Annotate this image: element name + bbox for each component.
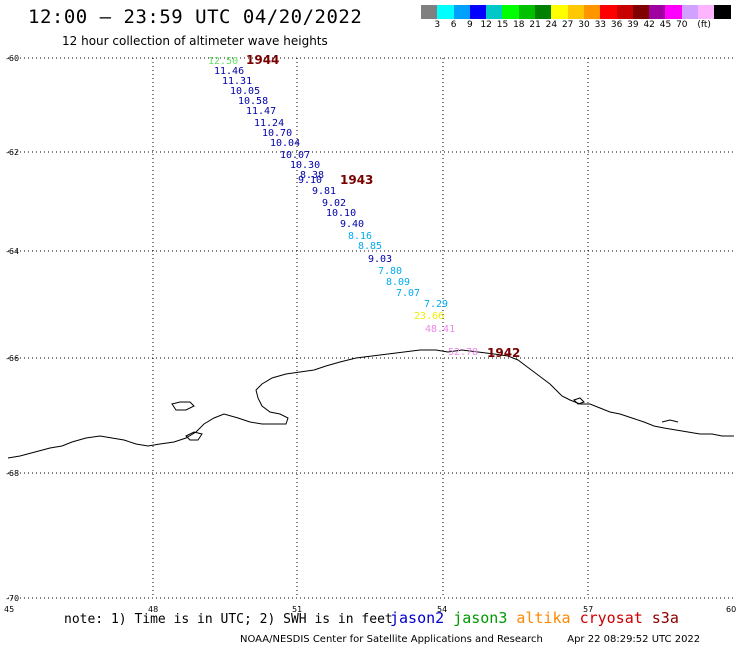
color-swatch bbox=[437, 5, 454, 19]
color-swatch bbox=[469, 5, 487, 19]
pass-label: 1944 bbox=[246, 53, 279, 67]
color-swatch bbox=[518, 5, 536, 19]
scale-label: 45 bbox=[659, 20, 672, 30]
scale-label: 27 bbox=[561, 20, 574, 30]
lon-label: 54 bbox=[437, 605, 447, 614]
wave-height-reading: 10.05 bbox=[230, 86, 260, 97]
scale-label: 3 bbox=[434, 20, 441, 30]
wave-height-reading: 11.47 bbox=[246, 106, 276, 117]
pass-label: 1942 bbox=[487, 346, 520, 360]
wave-height-reading: 48.41 bbox=[425, 324, 455, 335]
color-swatch bbox=[649, 5, 666, 19]
wave-height-reading: 7.80 bbox=[378, 266, 402, 277]
scale-label: (ft) bbox=[697, 20, 711, 30]
wave-height-reading: 23.66 bbox=[414, 311, 444, 322]
satellite-legend: jason2 jason3 altika cryosat s3a bbox=[390, 609, 688, 627]
scale-label: 70 bbox=[676, 20, 688, 30]
wave-height-reading: 7.29 bbox=[424, 299, 448, 310]
wave-height-reading: 8.09 bbox=[386, 277, 410, 288]
color-swatch bbox=[600, 5, 617, 19]
wave-height-reading: 8.38 bbox=[300, 170, 324, 181]
color-swatch bbox=[583, 5, 601, 19]
scale-label: 18 bbox=[513, 20, 525, 30]
wave-height-reading: 9.02 bbox=[322, 198, 346, 209]
satellite-legend-item: jason3 bbox=[453, 609, 508, 627]
scale-label: 30 bbox=[578, 20, 590, 30]
color-swatch bbox=[486, 5, 503, 19]
satellite-legend-item: jason2 bbox=[390, 609, 445, 627]
lat-label: -68 bbox=[6, 469, 19, 478]
scale-label: 9 bbox=[467, 20, 473, 30]
wave-height-reading: 10.58 bbox=[238, 96, 268, 107]
wave-height-reading: 10.07 bbox=[280, 150, 310, 161]
generated-timestamp: Apr 22 08:29:52 UTC 2022 bbox=[567, 634, 701, 645]
lon-label: 60 bbox=[726, 605, 736, 614]
satellite-legend-item: cryosat bbox=[579, 609, 643, 627]
lat-label: -64 bbox=[6, 247, 19, 256]
wave-height-reading: 11.24 bbox=[254, 118, 284, 129]
color-swatch bbox=[502, 5, 519, 19]
color-scale-legend bbox=[421, 5, 731, 19]
pass-labels: 1944 1943 1942 bbox=[246, 53, 520, 360]
credit-text: NOAA/NESDIS Center for Satellite Applica… bbox=[240, 634, 543, 645]
lon-label: 57 bbox=[583, 605, 593, 614]
lat-label: -66 bbox=[6, 354, 19, 363]
color-swatch bbox=[421, 5, 438, 19]
color-swatch bbox=[535, 5, 552, 19]
satellite-legend-item: altika bbox=[516, 609, 571, 627]
map-title: 12:00 – 23:59 UTC 04/20/2022 bbox=[28, 6, 363, 28]
scale-label: 33 bbox=[594, 20, 607, 30]
wave-height-reading: 9.40 bbox=[340, 219, 364, 230]
color-swatch bbox=[665, 5, 682, 19]
color-swatch bbox=[714, 5, 731, 19]
latitude-labels: -60 -62 -64 -66 -68 -70 bbox=[6, 54, 19, 603]
color-swatch bbox=[698, 5, 715, 19]
color-swatch bbox=[681, 5, 699, 19]
longitude-labels: 45 48 51 54 57 60 bbox=[4, 605, 736, 614]
color-swatch bbox=[616, 5, 633, 19]
wave-height-reading: 9.03 bbox=[368, 254, 392, 265]
wave-height-reading: 10.70 bbox=[262, 128, 292, 139]
satellite-legend-item: s3a bbox=[651, 609, 679, 627]
color-swatch bbox=[551, 5, 568, 19]
wave-height-reading: 11.46 bbox=[214, 66, 244, 77]
scale-label: 21 bbox=[529, 20, 541, 30]
wave-height-reading: 8.85 bbox=[358, 241, 382, 252]
wave-height-track: 12.5011.4611.3110.0510.5811.4711.2410.70… bbox=[208, 56, 478, 358]
units-note: note: 1) Time is in UTC; 2) SWH is in fe… bbox=[64, 612, 393, 627]
coastline bbox=[7, 349, 734, 459]
scale-label: 24 bbox=[545, 20, 558, 30]
scale-label: 39 bbox=[627, 20, 639, 30]
wave-height-reading: 12.50 bbox=[208, 56, 238, 67]
lon-label: 48 bbox=[148, 605, 158, 614]
scale-label: 12 bbox=[480, 20, 492, 30]
lat-lon-grid bbox=[8, 57, 734, 599]
footer-credit: NOAA/NESDIS Center for Satellite Applica… bbox=[240, 634, 700, 645]
color-swatch bbox=[567, 5, 584, 19]
lat-label: -62 bbox=[6, 148, 19, 157]
wave-height-reading: 9.81 bbox=[312, 186, 336, 197]
pass-label: 1943 bbox=[340, 173, 373, 187]
wave-height-reading: 11.31 bbox=[222, 76, 252, 87]
wave-height-reading: 9.10 bbox=[298, 175, 322, 186]
color-swatch bbox=[632, 5, 650, 19]
lon-label: 51 bbox=[292, 605, 302, 614]
wave-height-reading: 10.10 bbox=[326, 208, 356, 219]
map-subtitle: 12 hour collection of altimeter wave hei… bbox=[62, 34, 328, 48]
scale-label: 6 bbox=[450, 20, 457, 30]
wave-height-reading: 52.78 bbox=[448, 347, 478, 358]
wave-height-reading: 8.16 bbox=[348, 231, 372, 242]
wave-height-reading: 10.04 bbox=[270, 138, 300, 149]
color-scale-labels: 3 6 9 12 15 18 21 24 27 30 33 36 39 42 45 70 (ft) bbox=[421, 20, 740, 34]
scale-label: 42 bbox=[643, 20, 655, 30]
lon-label: 45 bbox=[4, 605, 14, 614]
color-swatch bbox=[453, 5, 470, 19]
wave-height-reading: 10.30 bbox=[290, 160, 320, 171]
wave-height-reading: 7.07 bbox=[396, 288, 420, 299]
lat-label: -60 bbox=[6, 54, 19, 63]
scale-label: 15 bbox=[496, 20, 509, 30]
lat-label: -70 bbox=[6, 594, 19, 603]
scale-label: 36 bbox=[610, 20, 623, 30]
